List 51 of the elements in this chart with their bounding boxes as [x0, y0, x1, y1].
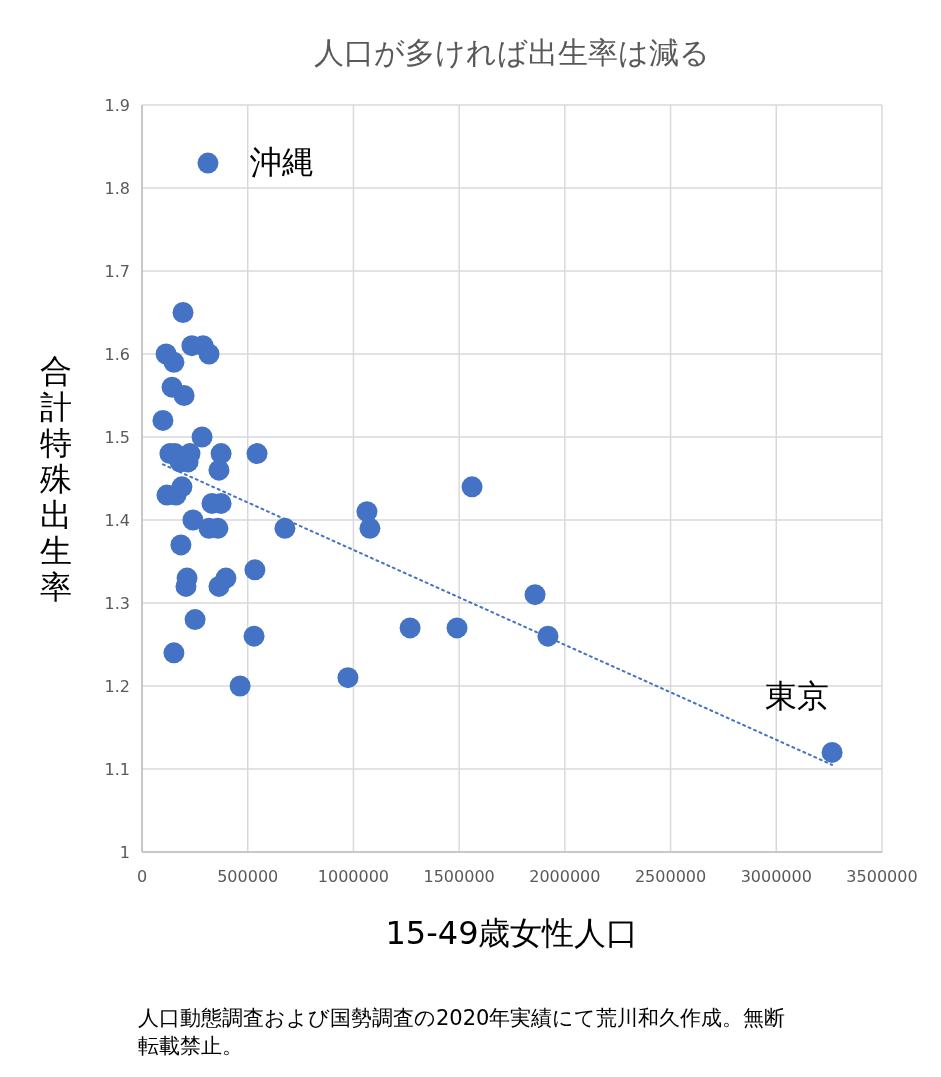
annotation: 東京 — [765, 677, 830, 716]
x-tick-label: 1500000 — [423, 867, 495, 886]
point — [197, 152, 219, 174]
point — [537, 625, 559, 647]
x-tick-label: 2000000 — [529, 867, 601, 886]
y-tick-label: 1.5 — [104, 427, 130, 447]
text: 人口動態調査および国勢調査の2020年実績にて荒川和久作成。無断転載禁止。 — [138, 1006, 786, 1058]
point — [208, 459, 230, 481]
point — [173, 385, 195, 406]
y-tick-label: 1.3 — [104, 593, 130, 613]
point — [170, 534, 192, 556]
point — [246, 443, 268, 465]
y-tick-label: 1.7 — [104, 261, 130, 281]
point — [171, 476, 193, 498]
point — [208, 575, 230, 597]
x-axis-title: 15-49歳女性人口 — [385, 914, 639, 952]
y-tick-label: 1.9 — [104, 95, 130, 115]
x-tick-label: 3000000 — [740, 867, 812, 886]
point — [172, 302, 194, 323]
y-axis-title: 合計特殊出生率 — [40, 351, 72, 606]
x-tick-label: 500000 — [217, 867, 279, 886]
y-tick-label: 1.1 — [104, 759, 130, 779]
y-tick-label: 1.2 — [104, 676, 130, 696]
point — [229, 675, 251, 697]
point — [163, 351, 185, 373]
point — [461, 476, 483, 498]
point — [274, 517, 296, 539]
point — [359, 517, 381, 539]
x-tick-label: 1000000 — [317, 867, 390, 886]
x-tick-label: 2500000 — [634, 867, 707, 886]
annotation: 沖縄 — [249, 143, 314, 182]
point — [399, 617, 421, 639]
y-tick-label: 1 — [119, 842, 130, 862]
x-tick-label: 3500000 — [846, 867, 918, 886]
point — [182, 509, 204, 531]
point — [191, 426, 213, 448]
point — [152, 409, 174, 431]
point — [244, 559, 266, 581]
y-tick-label: 1.8 — [104, 178, 130, 198]
y-tick-label: 1.6 — [104, 344, 130, 364]
point — [446, 617, 468, 639]
x-tick-label: 0 — [136, 867, 148, 886]
point — [184, 609, 206, 631]
point — [821, 741, 843, 763]
point — [524, 584, 546, 606]
point — [337, 667, 359, 689]
point — [163, 642, 185, 664]
chart-title: 人口が多ければ出生率は減る — [314, 35, 710, 70]
point — [198, 343, 220, 365]
point — [243, 625, 265, 647]
y-tick-label: 1.4 — [104, 510, 130, 530]
